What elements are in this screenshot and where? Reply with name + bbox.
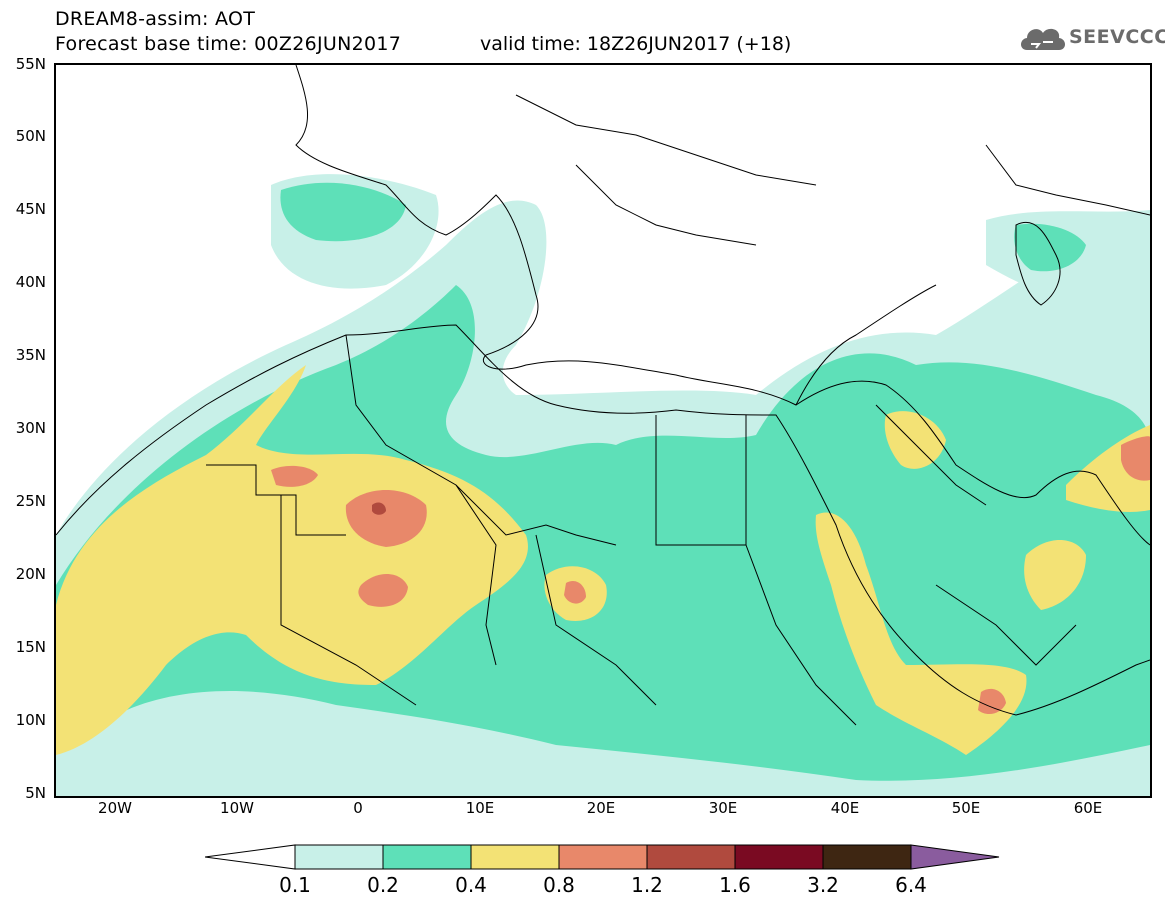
- forecast-base-time: Forecast base time: 00Z26JUN2017: [55, 33, 402, 55]
- seevccc-logo: SEEVCCC: [1017, 20, 1165, 60]
- colorbar-bin-0.2: [382, 844, 472, 870]
- border-11: [575, 164, 757, 246]
- lon-label-40e: 40E: [830, 799, 860, 817]
- border-12: [985, 144, 1150, 216]
- aot-band-0.2-france: [280, 182, 406, 242]
- valid-time: valid time: 18Z26JUN2017 (+18): [480, 33, 792, 55]
- lon-label-10e: 10E: [465, 799, 495, 817]
- lat-label-40n: 40N: [15, 273, 46, 291]
- colorbar-label-0.4: 0.4: [455, 873, 487, 897]
- border-10: [515, 94, 817, 186]
- aot-band-0.8-e: [978, 688, 1006, 715]
- aot-band-0.2-east: [1014, 223, 1086, 272]
- lat-label-55n: 55N: [15, 55, 46, 73]
- aot-band-0.8-d: [564, 580, 586, 604]
- border-1: [206, 464, 346, 536]
- colorbar-label-1.6: 1.6: [719, 873, 751, 897]
- coastline-africa: [56, 324, 1150, 716]
- map-title: DREAM8-assim: AOT: [55, 8, 256, 30]
- colorbar-bin-0.1: [294, 844, 384, 870]
- lat-label-35n: 35N: [15, 346, 46, 364]
- border-4: [280, 495, 417, 706]
- aot-band-0.8-c: [271, 465, 318, 487]
- lat-label-30n: 30N: [15, 419, 46, 437]
- border-5: [455, 484, 497, 666]
- coastlines-borders: [56, 65, 1150, 726]
- colorbar-bin-3.2: [822, 844, 912, 870]
- aot-band-0.8-f: [1121, 436, 1150, 481]
- colorbar-label-6.4: 6.4: [895, 873, 927, 897]
- border-2: [345, 334, 617, 546]
- lat-label-5n: 5N: [25, 784, 46, 802]
- border-9: [875, 404, 987, 506]
- lon-label-60e: 60E: [1073, 799, 1103, 817]
- lat-label-45n: 45N: [15, 200, 46, 218]
- aot-band-0.8-b: [358, 573, 408, 607]
- aot-field: [56, 174, 1150, 796]
- aot-band-0.4-redsea: [815, 512, 1027, 755]
- lon-label-50e: 50E: [951, 799, 981, 817]
- logo-text: SEEVCCC: [1069, 26, 1165, 48]
- cloud-icon: [1021, 28, 1065, 50]
- border-8: [935, 584, 1077, 666]
- caspian-sea: [1015, 221, 1061, 306]
- aot-band-1.2: [372, 502, 386, 515]
- lat-label-10n: 10N: [15, 711, 46, 729]
- aot-map: [54, 63, 1152, 798]
- colorbar-label-0.8: 0.8: [543, 873, 575, 897]
- border-6: [535, 534, 657, 706]
- colorbar-bin-1.2: [646, 844, 736, 870]
- coastline-europe: [295, 65, 937, 406]
- colorbar-label-3.2: 3.2: [807, 873, 839, 897]
- colorbar-bin-0.8: [558, 844, 648, 870]
- lon-label-20e: 20E: [586, 799, 616, 817]
- colorbar-bin-0.4: [470, 844, 560, 870]
- aot-band-0.4-oman: [1024, 540, 1086, 610]
- coastline-arabia: [795, 380, 1150, 546]
- border-3: [655, 415, 747, 546]
- colorbar-label-1.2: 1.2: [631, 873, 663, 897]
- aot-band-0.4: [56, 365, 528, 755]
- lon-label-0: 0: [353, 799, 363, 817]
- lat-label-15n: 15N: [15, 638, 46, 656]
- border-7: [745, 544, 857, 726]
- lon-label-20w: 20W: [98, 799, 132, 817]
- aot-band-0.4-iraq: [884, 411, 946, 469]
- colorbar-label-0.1: 0.1: [279, 873, 311, 897]
- aot-band-0.8: [345, 490, 427, 547]
- lon-label-30e: 30E: [708, 799, 738, 817]
- lat-label-20n: 20N: [15, 565, 46, 583]
- colorbar-low-arrow: [205, 844, 296, 870]
- lon-label-10w: 10W: [220, 799, 254, 817]
- lat-label-50n: 50N: [15, 127, 46, 145]
- lat-label-25n: 25N: [15, 492, 46, 510]
- colorbar-bin-1.6: [734, 844, 824, 870]
- colorbar-label-0.2: 0.2: [367, 873, 399, 897]
- aot-colorbar: [205, 844, 1000, 870]
- colorbar-high-arrow: [910, 844, 1000, 870]
